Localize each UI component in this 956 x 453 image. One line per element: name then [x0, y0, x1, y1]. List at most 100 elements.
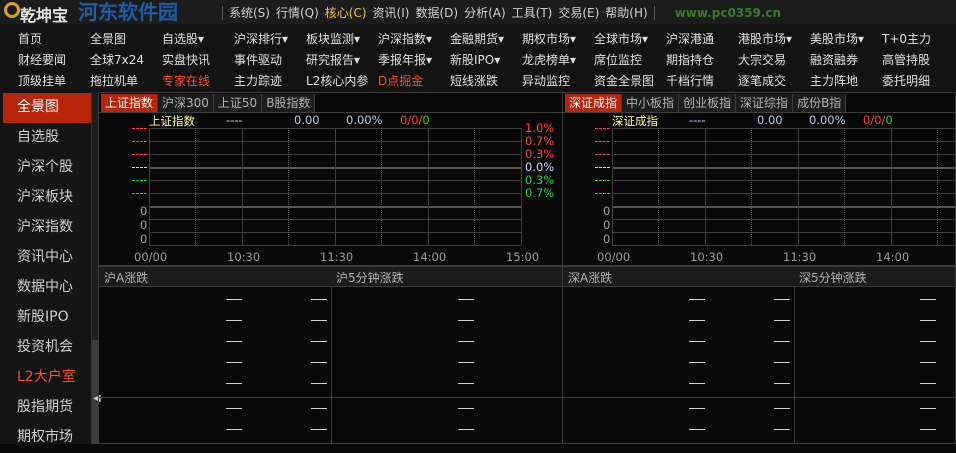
nav-link[interactable]: T+0主力 — [882, 32, 932, 46]
menu-item[interactable]: 数据(D) — [415, 6, 459, 20]
scrollbar-thumb[interactable] — [92, 340, 98, 444]
nav-link[interactable]: 季报年报▾ — [378, 53, 433, 67]
chart-tab[interactable]: B股指数 — [262, 94, 316, 112]
nav-link[interactable]: 金融期货▾ — [450, 32, 505, 46]
nav-link[interactable]: 千档行情 — [666, 74, 715, 88]
sidebar-item[interactable]: 沪深个股 — [17, 159, 73, 175]
time-label: 10:30 — [690, 250, 724, 264]
nav-link[interactable]: 全球市场▾ — [594, 32, 649, 46]
nav-link[interactable]: 龙虎榜单▾ — [522, 53, 577, 67]
sidebar-item[interactable]: 数据中心 — [17, 279, 73, 295]
chart-tab[interactable]: 上证50 — [213, 94, 263, 112]
grid-col-line — [891, 128, 892, 245]
nav-link[interactable]: 财经要闻 — [18, 53, 67, 67]
sidebar-item[interactable]: 沪深板块 — [17, 189, 73, 205]
chart-tab[interactable]: 中小板指 — [622, 94, 680, 112]
chart-tab[interactable]: 创业板指 — [679, 94, 737, 112]
nav-link[interactable]: 新股IPO▾ — [450, 53, 501, 67]
chart-tab[interactable]: 深证成指 — [565, 94, 623, 112]
nav-link[interactable]: 板块监测▾ — [306, 32, 361, 46]
chart-tab[interactable]: 成份B指 — [793, 94, 847, 112]
nav-link[interactable]: 短线涨跌 — [450, 74, 499, 88]
nav-link[interactable]: 自选股▾ — [162, 32, 205, 46]
grid-dotted-line — [844, 128, 845, 245]
nav-link[interactable]: 全球7x24 — [90, 53, 145, 67]
nav-link[interactable]: 顶级挂单 — [18, 74, 67, 88]
grid-dotted-line — [751, 128, 752, 245]
empty-value-dash — [774, 362, 790, 363]
nav-link[interactable]: 席位监控 — [594, 53, 643, 67]
grid-dotted-line — [658, 128, 659, 245]
count-flat: 0 — [874, 113, 882, 127]
nav-link[interactable]: 沪深港通 — [666, 32, 715, 46]
sidebar-item[interactable]: 新股IPO — [17, 309, 69, 325]
empty-value-dash — [458, 383, 474, 384]
nav-link[interactable]: 主力阵地 — [810, 74, 859, 88]
chart-tab[interactable]: 深证综指 — [736, 94, 794, 112]
menu-item[interactable]: 行情(Q) — [275, 6, 319, 20]
nav-link[interactable]: D点掘金 — [378, 74, 424, 88]
empty-value-dash — [920, 341, 936, 342]
time-label: 14:00 — [876, 250, 910, 264]
sidebar-item[interactable]: 自选股 — [17, 129, 59, 145]
nav-link[interactable]: 拖拉机单 — [90, 74, 139, 88]
nav-link[interactable]: 期权市场▾ — [522, 32, 577, 46]
menu-item[interactable]: 分析(A) — [464, 6, 506, 20]
empty-value-dash — [458, 341, 474, 342]
menu-item[interactable]: 系统(S) — [229, 6, 270, 20]
nav-link[interactable]: 融资融券 — [810, 53, 859, 67]
empty-value-dash — [689, 299, 705, 300]
sidebar-item[interactable]: 期权市场 — [17, 429, 73, 445]
sidebar-item[interactable]: 股指期货 — [17, 399, 73, 415]
nav-link[interactable]: 期指持仓 — [666, 53, 715, 67]
nav-link[interactable]: 专家在线 — [162, 74, 211, 88]
menu-item[interactable]: 资讯(I) — [372, 6, 410, 20]
row-divider — [99, 397, 562, 398]
title-bar: 乾坤宝 河东软件园 系统(S) 行情(Q) 核心(C) 资讯(I) 数据(D) 分析(A)… — [0, 0, 956, 25]
nav-link[interactable]: 首页 — [18, 32, 43, 46]
collapse-arrow-icon[interactable]: ◀ — [93, 393, 101, 404]
nav-link[interactable]: 异动监控 — [522, 74, 571, 88]
sidebar-scrollbar[interactable] — [92, 92, 98, 444]
nav-link[interactable]: 主力踪迹 — [234, 74, 283, 88]
sidebar-item[interactable]: 沪深指数 — [17, 219, 73, 235]
menu-divider — [222, 5, 223, 20]
sidebar-item[interactable]: L2大户室 — [17, 369, 76, 385]
empty-value-dash — [226, 362, 242, 363]
nav-link[interactable]: 美股市场▾ — [810, 32, 865, 46]
sidebar-item[interactable]: 投资机会 — [17, 339, 73, 355]
index-dash: ---- — [226, 113, 243, 127]
grid-col-line — [242, 128, 243, 245]
nav-link[interactable]: 资金全景图 — [594, 74, 655, 88]
nav-link[interactable]: 事件驱动 — [234, 53, 283, 67]
nav-link[interactable]: 实盘快讯 — [162, 53, 211, 67]
nav-link[interactable]: 逐笔成交 — [738, 74, 787, 88]
separator: / — [418, 113, 423, 127]
tab-divider — [99, 112, 562, 113]
nav-link[interactable]: 大宗交易 — [738, 53, 787, 67]
menu-item[interactable]: 交易(E) — [558, 6, 600, 20]
count-down: 0 — [885, 113, 893, 127]
nav-link[interactable]: 高管持股 — [882, 53, 931, 67]
empty-value-dash — [311, 320, 327, 321]
nav-link[interactable]: 港股市场▾ — [738, 32, 793, 46]
index-change: 0.00% — [809, 113, 846, 127]
nav-link[interactable]: 沪深指数▾ — [378, 32, 433, 46]
nav-link[interactable]: 研究报告▾ — [306, 53, 361, 67]
nav-link[interactable]: L2核心内参 — [306, 74, 369, 88]
menu-item[interactable]: 工具(T) — [511, 6, 553, 20]
count-down: 0 — [422, 113, 430, 127]
nav-link[interactable]: 沪深排行▾ — [234, 32, 289, 46]
quick-nav: 首页 全景图 自选股▾ 沪深排行▾ 板块监测▾ 沪深指数▾ 金融期货▾ 期权市场▾ 全球市场▾ 沪… — [0, 24, 956, 92]
chart-tab[interactable]: 沪深300 — [158, 94, 214, 112]
grid-dotted-line — [381, 128, 382, 245]
nav-link[interactable]: 全景图 — [90, 32, 127, 46]
sidebar-item[interactable]: 全景图 — [3, 93, 91, 123]
chart-tab[interactable]: 上证指数 — [101, 94, 159, 112]
nav-link[interactable]: 委托明细 — [882, 74, 931, 88]
menu-item[interactable]: 核心(C) — [324, 6, 367, 20]
sidebar-item[interactable]: 资讯中心 — [17, 249, 73, 265]
watermark-url: www.pc0359.cn — [674, 5, 782, 20]
menu-item[interactable]: 帮助(H) — [605, 6, 648, 20]
empty-value-dash — [458, 320, 474, 321]
